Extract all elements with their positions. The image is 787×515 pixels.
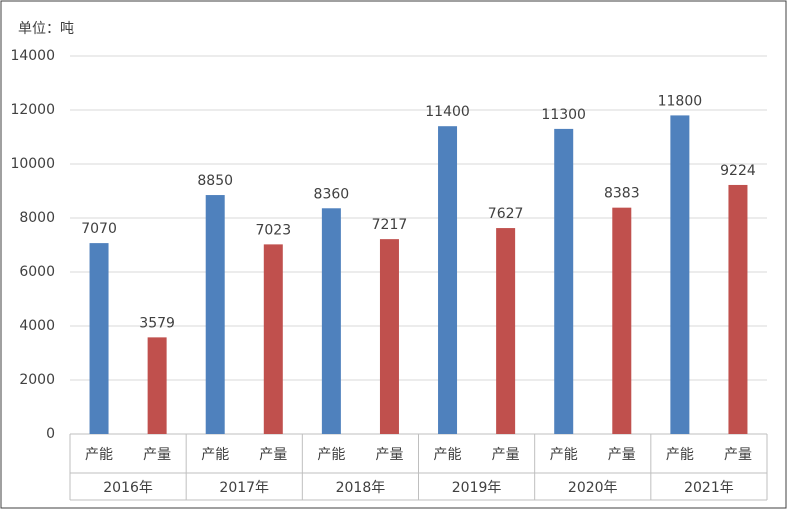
x-tick-label: 产量 xyxy=(608,447,636,463)
y-tick-label: 12000 xyxy=(10,102,55,118)
x-tick-label: 产量 xyxy=(375,447,403,463)
value-label: 11300 xyxy=(541,107,586,123)
x-group-label: 2016年 xyxy=(103,480,153,496)
x-tick-label: 产能 xyxy=(550,447,578,463)
bar xyxy=(379,239,399,434)
y-tick-label: 14000 xyxy=(10,48,55,64)
x-group-label: 2019年 xyxy=(452,480,502,496)
y-tick-label: 4000 xyxy=(19,318,55,334)
x-tick-label: 产能 xyxy=(666,447,694,463)
bar xyxy=(612,207,632,434)
bar xyxy=(147,337,167,434)
y-tick-label: 8000 xyxy=(19,210,55,226)
value-label: 7627 xyxy=(488,206,524,222)
bar xyxy=(496,228,516,434)
x-tick-label: 产能 xyxy=(317,447,345,463)
bar xyxy=(205,195,225,434)
x-tick-label: 产能 xyxy=(434,447,462,463)
x-tick-label: 产量 xyxy=(724,447,752,463)
x-group-label: 2020年 xyxy=(568,480,618,496)
bar xyxy=(89,243,109,434)
value-label: 7217 xyxy=(372,217,408,233)
x-tick-label: 产能 xyxy=(85,447,113,463)
value-label: 9224 xyxy=(720,163,756,179)
value-label: 8360 xyxy=(314,186,350,202)
x-group-label: 2021年 xyxy=(684,480,734,496)
y-axis-label: 单位：吨 xyxy=(18,21,74,37)
value-label: 3579 xyxy=(139,315,175,331)
value-label: 7070 xyxy=(81,221,117,237)
value-label: 8850 xyxy=(197,173,233,189)
value-label: 8383 xyxy=(604,186,640,202)
x-tick-label: 产量 xyxy=(492,447,520,463)
y-tick-label: 2000 xyxy=(19,372,55,388)
value-label: 11800 xyxy=(658,93,703,109)
y-tick-label: 6000 xyxy=(19,264,55,280)
bar xyxy=(321,208,341,434)
y-tick-label: 10000 xyxy=(10,156,55,172)
value-label: 7023 xyxy=(255,222,291,238)
x-tick-label: 产能 xyxy=(201,447,229,463)
x-tick-label: 产量 xyxy=(143,447,171,463)
bar xyxy=(728,184,748,434)
x-tick-label: 产量 xyxy=(259,447,287,463)
bar xyxy=(263,244,283,434)
value-label: 11400 xyxy=(425,104,470,120)
bar xyxy=(438,126,458,434)
x-group-label: 2018年 xyxy=(336,480,386,496)
y-tick-label: 0 xyxy=(46,426,55,442)
x-group-label: 2017年 xyxy=(219,480,269,496)
bar xyxy=(554,128,574,434)
bar xyxy=(670,115,690,435)
